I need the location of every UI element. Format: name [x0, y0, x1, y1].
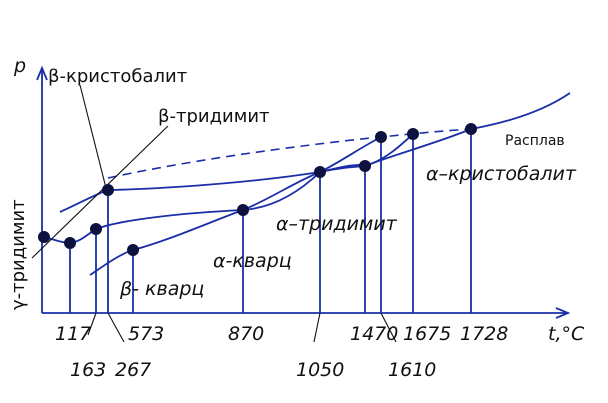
- point-163: [90, 223, 102, 235]
- quartz-curve: [89, 171, 321, 276]
- tick-1728: 1728: [460, 323, 508, 345]
- label-beta-quartz: β- кварц: [119, 278, 204, 300]
- point-1610: [375, 131, 387, 143]
- label-alpha-quartz: α-кварц: [213, 250, 292, 272]
- leader-beta-tridymite: [31, 125, 169, 259]
- melt-curve: [470, 92, 571, 130]
- point-gamma-tridymite: [38, 231, 50, 243]
- tick-1610: 1610: [388, 359, 436, 381]
- point-1470: [359, 160, 371, 172]
- label-melt: Расплав: [505, 133, 565, 149]
- point-117: [64, 237, 76, 249]
- tick-267: 267: [115, 359, 151, 381]
- x-axis-label: t,°C: [548, 323, 585, 345]
- label-alpha-cristobalite: α–кристобалит: [426, 163, 577, 185]
- label-beta-tridymite: β-тридимит: [158, 106, 270, 127]
- leader-1610: [380, 312, 397, 343]
- leader-163: [87, 312, 97, 336]
- leader-beta-cristobalite: [79, 84, 107, 189]
- label-alpha-tridymite: α–тридимит: [276, 213, 398, 235]
- y-axis-arrow: [36, 65, 48, 81]
- metastable-dashed-line: [107, 128, 472, 179]
- point-267: [102, 184, 114, 196]
- point-1728: [465, 123, 477, 135]
- label-beta-cristobalite: β-кристобалит: [48, 66, 187, 87]
- y-axis-label: p: [13, 55, 26, 77]
- tick-1050: 1050: [296, 359, 344, 381]
- point-573: [127, 244, 139, 256]
- label-gamma-tridymite: γ-тридимит: [8, 199, 29, 310]
- point-1675: [407, 128, 419, 140]
- tick-117: 117: [55, 323, 91, 345]
- x-axis-arrow: [555, 307, 571, 319]
- tick-870: 870: [228, 323, 264, 345]
- leader-lines: [31, 84, 397, 343]
- point-1050: [314, 166, 326, 178]
- leader-1050: [313, 312, 321, 343]
- tick-573: 573: [128, 323, 164, 345]
- tick-1675: 1675: [403, 323, 451, 345]
- tick-163: 163: [70, 359, 106, 381]
- tridymite-upper-curve: [319, 136, 382, 173]
- leader-267: [107, 312, 125, 343]
- point-870: [237, 204, 249, 216]
- transition-points: [38, 123, 477, 256]
- tick-1470: 1470: [350, 323, 398, 345]
